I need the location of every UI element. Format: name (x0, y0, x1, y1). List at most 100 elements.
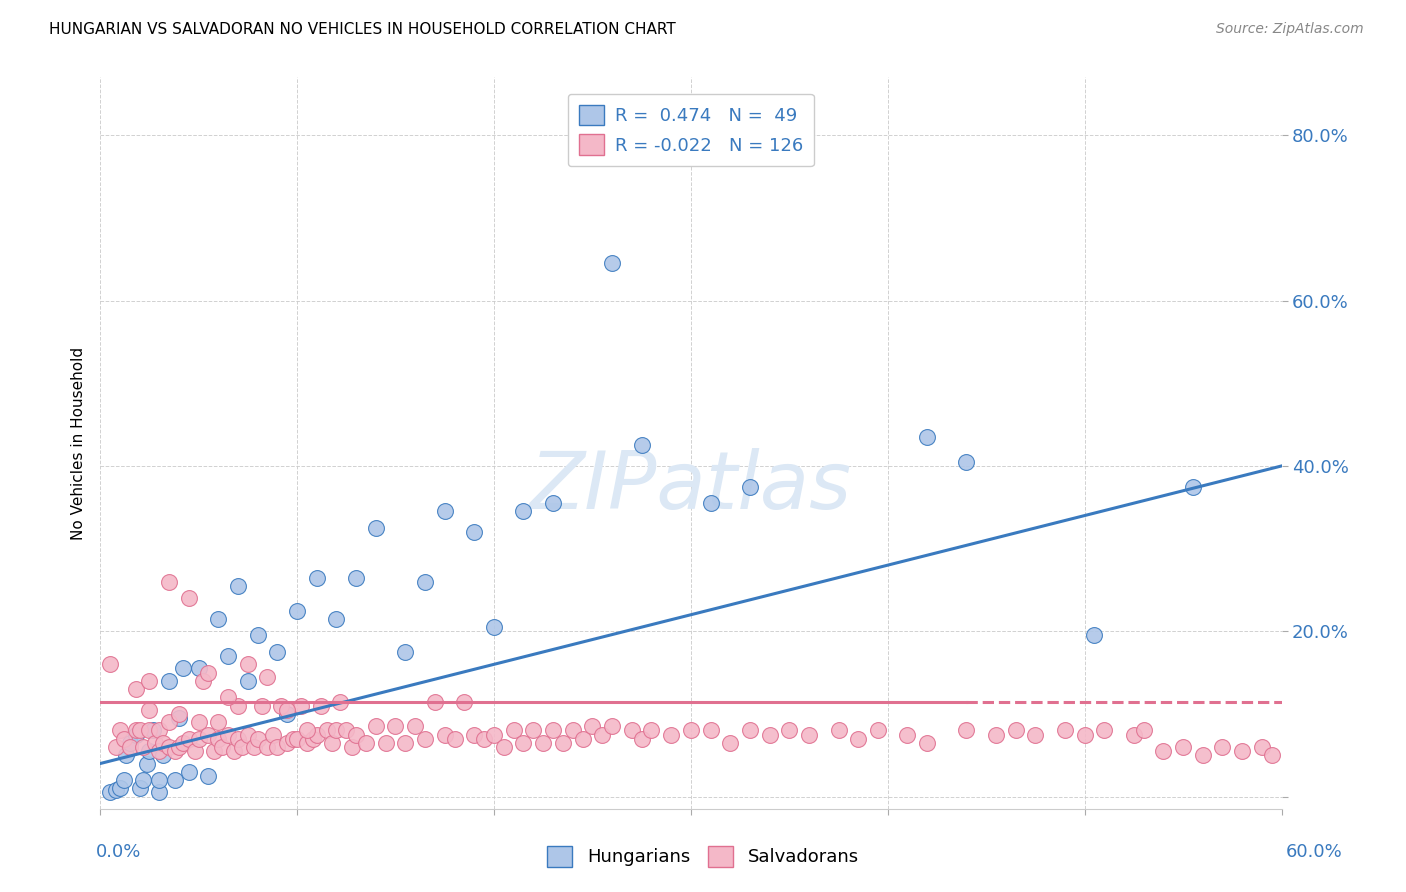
Point (211, 739, 233, 754)
Point (541, 496, 564, 510)
Point (463, 525, 485, 540)
Point (325, 723, 347, 738)
Point (1191, 748, 1213, 763)
Point (202, 744, 225, 758)
Point (738, 723, 761, 738)
Point (630, 438, 652, 452)
Point (276, 706, 298, 721)
Point (157, 574, 180, 589)
Point (305, 728, 328, 742)
Point (630, 731, 652, 746)
Point (1053, 723, 1076, 738)
Point (413, 574, 436, 589)
Point (148, 723, 170, 738)
Point (443, 731, 465, 746)
Point (404, 719, 426, 733)
Point (98, 785, 121, 799)
Point (172, 661, 194, 675)
Point (281, 731, 304, 746)
Point (1211, 739, 1233, 754)
Point (124, 682, 146, 697)
Point (138, 673, 160, 688)
Point (797, 728, 820, 742)
Point (522, 723, 544, 738)
Point (207, 715, 229, 730)
Point (394, 645, 416, 659)
Point (266, 739, 288, 754)
Point (340, 739, 363, 754)
Point (183, 744, 205, 758)
Point (197, 769, 219, 783)
Point (1024, 728, 1046, 742)
Point (163, 773, 186, 788)
Point (157, 739, 180, 754)
Point (191, 673, 214, 688)
Legend: Hungarians, Salvadorans: Hungarians, Salvadorans (540, 838, 866, 874)
Point (143, 736, 166, 750)
Point (384, 719, 406, 733)
Point (1171, 739, 1194, 754)
Point (148, 744, 170, 758)
Point (659, 728, 682, 742)
Point (270, 698, 292, 713)
Point (413, 731, 436, 746)
Point (217, 728, 239, 742)
Point (551, 736, 574, 750)
Point (231, 739, 253, 754)
Text: HUNGARIAN VS SALVADORAN NO VEHICLES IN HOUSEHOLD CORRELATION CHART: HUNGARIAN VS SALVADORAN NO VEHICLES IN H… (49, 22, 676, 37)
Point (512, 504, 534, 518)
Point (463, 728, 485, 742)
Point (482, 620, 505, 634)
Point (301, 731, 323, 746)
Point (177, 731, 200, 746)
Point (152, 736, 174, 750)
Point (148, 773, 170, 788)
Point (167, 711, 190, 725)
Point (423, 694, 446, 708)
Point (827, 723, 849, 738)
Point (364, 719, 387, 733)
Point (108, 781, 131, 796)
Text: 0.0%: 0.0% (96, 843, 141, 861)
Point (217, 690, 239, 705)
Point (152, 748, 174, 763)
Point (620, 723, 643, 738)
Point (541, 723, 564, 738)
Point (492, 739, 515, 754)
Point (148, 785, 170, 799)
Point (453, 694, 475, 708)
Point (114, 748, 136, 763)
Point (222, 744, 245, 758)
Point (315, 723, 337, 738)
Point (128, 781, 150, 796)
Point (846, 731, 869, 746)
Point (305, 570, 328, 584)
Point (104, 739, 127, 754)
Point (136, 756, 159, 771)
Point (177, 764, 200, 779)
Point (187, 715, 209, 730)
Point (197, 665, 219, 680)
Point (512, 736, 534, 750)
Point (472, 731, 495, 746)
Point (167, 706, 190, 721)
Point (157, 715, 180, 730)
Point (502, 723, 524, 738)
Point (132, 773, 155, 788)
Point (1250, 739, 1272, 754)
Point (104, 783, 127, 797)
Point (172, 736, 194, 750)
Point (321, 736, 343, 750)
Point (236, 657, 259, 672)
Point (250, 698, 273, 713)
Point (124, 728, 146, 742)
Point (226, 579, 249, 593)
Point (679, 723, 702, 738)
Point (915, 430, 938, 444)
Point (758, 728, 780, 742)
Point (1230, 744, 1253, 758)
Point (132, 739, 155, 754)
Point (1004, 723, 1026, 738)
Point (285, 731, 308, 746)
Point (256, 739, 278, 754)
